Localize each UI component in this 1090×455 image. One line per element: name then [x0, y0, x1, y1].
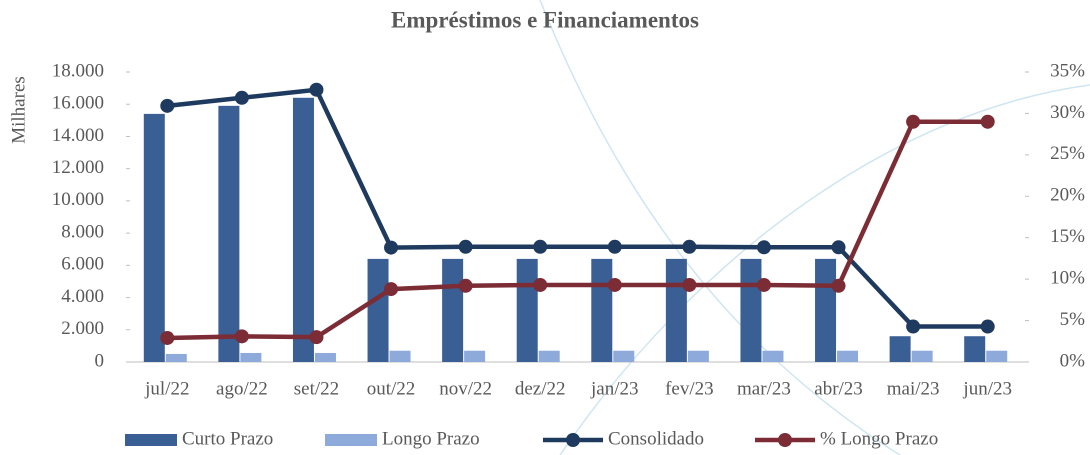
legend-swatch [566, 433, 580, 447]
y-tick-label: 16.000 [52, 93, 104, 114]
point [980, 114, 995, 129]
bar [837, 350, 859, 362]
x-tick-label: mai/23 [887, 378, 940, 399]
legend-swatch [778, 433, 792, 447]
point [756, 240, 771, 255]
point [309, 330, 324, 345]
x-tick-label: mar/23 [737, 378, 791, 399]
y-tick-label: 12.000 [52, 157, 104, 178]
point [756, 277, 771, 292]
bar [389, 350, 411, 362]
bar [762, 350, 784, 362]
bar [442, 258, 464, 362]
y-tick-label: 2.000 [61, 318, 104, 339]
point [234, 329, 249, 344]
y2-tick-label: 15% [1050, 226, 1085, 247]
y-tick-label: 4.000 [61, 286, 104, 307]
bar [740, 258, 762, 362]
legend-swatch [325, 434, 377, 446]
point [980, 319, 995, 334]
x-tick-label: jan/23 [590, 378, 639, 399]
legend-label: % Longo Prazo [820, 428, 938, 449]
point [906, 319, 921, 334]
x-tick-label: set/22 [294, 378, 339, 399]
bar [367, 258, 389, 362]
point [458, 239, 473, 254]
bar [986, 350, 1008, 362]
bar [815, 258, 837, 362]
legend-label: Consolidado [608, 428, 704, 449]
bar [143, 113, 165, 362]
point [682, 277, 697, 292]
bar [613, 350, 635, 362]
line [167, 87, 988, 329]
line [167, 119, 988, 341]
bar [889, 336, 911, 362]
x-tick-label: jun/23 [962, 378, 1012, 399]
y2-tick-label: 10% [1050, 268, 1085, 289]
y2-tick-label: 30% [1050, 102, 1085, 123]
x-tick-label: dez/22 [515, 378, 566, 399]
point [607, 277, 622, 292]
y2-tick-label: 25% [1050, 143, 1085, 164]
bar [292, 97, 314, 363]
bar [516, 258, 538, 362]
decor-curve [559, 84, 1090, 455]
y2-tick-label: 0% [1060, 350, 1086, 371]
y-tick-label: 14.000 [52, 125, 104, 146]
x-tick-label: abr/23 [814, 378, 863, 399]
y-tick-label: 8.000 [61, 221, 104, 242]
point [160, 330, 175, 345]
bar [464, 350, 486, 362]
y-axis-label: Milhares [8, 76, 29, 144]
legend-label: Longo Prazo [382, 428, 480, 449]
bar [911, 350, 933, 362]
point [458, 278, 473, 293]
x-tick-label: jul/22 [144, 378, 189, 399]
point [384, 240, 399, 255]
point [607, 239, 622, 254]
bar [687, 350, 709, 362]
bar [218, 105, 240, 362]
decor-curve [539, 0, 901, 455]
point [831, 278, 846, 293]
legend-swatch [125, 434, 177, 446]
y-tick-label: 18.000 [52, 60, 104, 81]
x-tick-label: out/22 [367, 378, 416, 399]
x-tick-label: nov/22 [439, 378, 492, 399]
point [533, 239, 548, 254]
chart-title: Empréstimos e Financiamentos [391, 7, 699, 32]
y-tick-label: 6.000 [61, 254, 104, 275]
point [831, 240, 846, 255]
point [234, 90, 249, 105]
y-tick-label: 10.000 [52, 189, 104, 210]
x-tick-label: ago/22 [216, 378, 268, 399]
legend-label: Curto Prazo [182, 428, 273, 449]
bar [240, 352, 262, 362]
bar [591, 258, 613, 362]
bar [314, 352, 336, 362]
x-tick-label: fev/23 [665, 378, 714, 399]
bar [165, 353, 187, 362]
y2-tick-label: 20% [1050, 185, 1085, 206]
point [906, 114, 921, 129]
point [384, 282, 399, 297]
point [533, 277, 548, 292]
bar [665, 258, 687, 362]
y2-tick-label: 5% [1060, 309, 1086, 330]
y2-tick-label: 35% [1050, 60, 1085, 81]
bar [964, 336, 986, 362]
point [682, 239, 697, 254]
point [309, 82, 324, 97]
point [160, 98, 175, 113]
bar [538, 350, 560, 362]
y-tick-label: 0 [95, 350, 105, 371]
